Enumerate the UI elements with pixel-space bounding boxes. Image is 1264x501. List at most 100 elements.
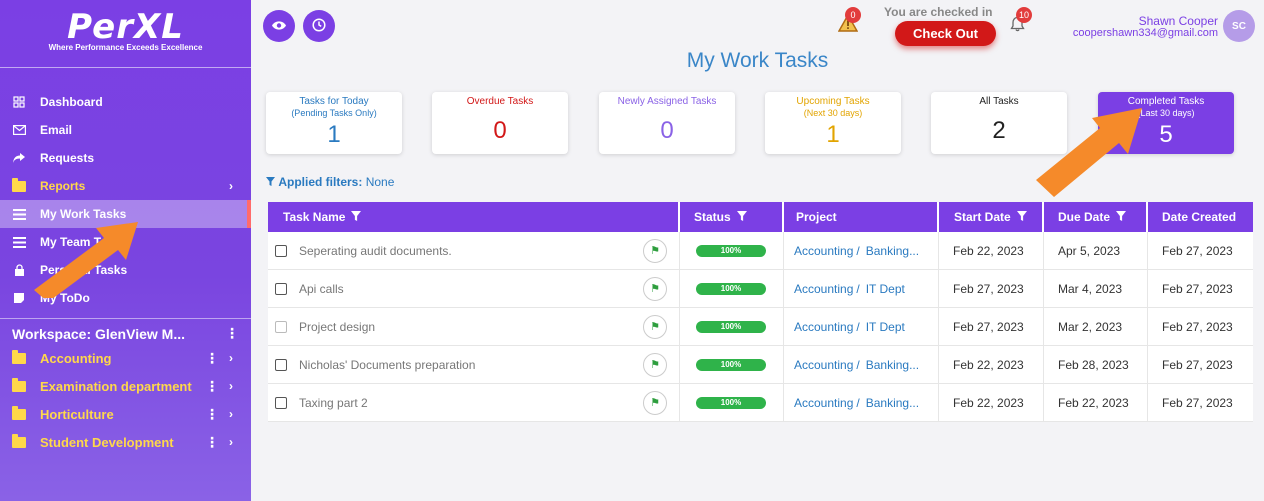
project-link[interactable]: IT Dept [865, 319, 905, 334]
warning-icon[interactable] [837, 13, 859, 37]
flag-icon[interactable]: ⚑ [643, 238, 667, 263]
kebab-icon[interactable]: ⋮ [225, 325, 239, 341]
logo[interactable]: PerXL Where Performance Exceeds Excellen… [0, 0, 251, 68]
card-tasks-for-today[interactable]: Tasks for Today (Pending Tasks Only) 1 [266, 92, 402, 154]
project-link[interactable]: Accounting [794, 243, 854, 258]
row-checkbox[interactable] [275, 244, 287, 257]
list-icon [12, 235, 26, 249]
project-cell[interactable]: Accounting / IT Dept [784, 308, 939, 345]
task-name-cell: Seperating audit documents. ⚑ [268, 232, 680, 269]
column-header-project[interactable]: Project [784, 202, 939, 232]
project-link[interactable]: Accounting [794, 281, 854, 296]
column-header-task-name[interactable]: Task Name [268, 202, 680, 232]
eye-button[interactable] [263, 10, 295, 42]
workspace-item-label: Horticulture [40, 406, 114, 422]
card-upcoming-tasks[interactable]: Upcoming Tasks (Next 30 days) 1 [765, 92, 901, 154]
kebab-icon[interactable]: ⋮ [205, 349, 219, 366]
filter-icon[interactable] [1016, 210, 1027, 224]
project-link[interactable]: Accounting [794, 357, 854, 372]
start-date-cell: Feb 22, 2023 [939, 346, 1044, 383]
task-name[interactable]: Seperating audit documents. [299, 243, 452, 258]
table-row[interactable]: Taxing part 2 ⚑ 100% Accounting / Banking.… [268, 384, 1253, 422]
status-cell: 100% [680, 232, 784, 269]
project-cell[interactable]: Accounting / Banking... [784, 232, 939, 269]
card-label: All Tasks [979, 96, 1019, 107]
task-name[interactable]: Api calls [299, 281, 344, 296]
card-all-tasks[interactable]: All Tasks 2 [931, 92, 1067, 154]
card-overdue-tasks[interactable]: Overdue Tasks 0 [432, 92, 568, 154]
kebab-icon[interactable]: ⋮ [205, 433, 219, 450]
card-sub: (Last 30 days) [1137, 108, 1195, 118]
filter-icon[interactable] [1116, 210, 1127, 224]
card-value: 0 [660, 117, 674, 144]
status-cell: 100% [680, 308, 784, 345]
task-name[interactable]: Nicholas' Documents preparation [299, 357, 476, 372]
project-link[interactable]: IT Dept [865, 281, 905, 296]
sidebar-item-my-work-tasks[interactable]: My Work Tasks [0, 200, 251, 228]
project-link[interactable]: Banking... [865, 243, 920, 258]
sidebar-item-requests[interactable]: Requests [0, 144, 251, 172]
task-name[interactable]: Project design [299, 319, 376, 334]
workspace-item-accounting[interactable]: Accounting ⋮ › [0, 344, 251, 372]
status-badge: 100% [696, 282, 766, 295]
applied-filters[interactable]: Applied filters: None [266, 175, 394, 189]
project-link[interactable]: Accounting [794, 395, 854, 410]
row-checkbox[interactable] [275, 282, 287, 295]
task-name[interactable]: Taxing part 2 [299, 395, 368, 410]
flag-icon[interactable]: ⚑ [643, 352, 667, 377]
user-name[interactable]: Shawn Cooper [1138, 14, 1218, 28]
flag-icon[interactable]: ⚑ [643, 314, 667, 339]
status-cell: 100% [680, 384, 784, 421]
sidebar-item-dashboard[interactable]: Dashboard [0, 88, 251, 116]
card-newly-assigned-tasks[interactable]: Newly Assigned Tasks 0 [599, 92, 735, 154]
column-header-status[interactable]: Status [680, 202, 784, 232]
filter-icon[interactable] [736, 210, 747, 224]
chevron-right-icon[interactable]: › [229, 179, 233, 193]
check-out-button[interactable]: Check Out [895, 21, 996, 46]
chevron-right-icon[interactable]: › [229, 351, 233, 365]
applied-filters-label: Applied filters: [278, 175, 363, 189]
flag-icon[interactable]: ⚑ [643, 390, 667, 415]
workspace-item-examination[interactable]: Examination department ⋮ › [0, 372, 251, 400]
workspace-item-student-development[interactable]: Student Development ⋮ › [0, 428, 251, 456]
column-header-start-date[interactable]: Start Date [939, 202, 1044, 232]
row-checkbox[interactable] [275, 358, 287, 371]
flag-icon[interactable]: ⚑ [643, 276, 667, 301]
kebab-icon[interactable]: ⋮ [205, 405, 219, 422]
avatar[interactable]: SC [1223, 10, 1255, 42]
kebab-icon[interactable]: ⋮ [205, 377, 219, 394]
notification-count-badge: 10 [1016, 7, 1033, 23]
start-date-cell: Feb 27, 2023 [939, 308, 1044, 345]
chevron-right-icon[interactable]: › [229, 407, 233, 421]
column-header-date-created[interactable]: Date Created [1162, 210, 1237, 224]
date-created-cell: Feb 27, 2023 [1162, 357, 1233, 372]
project-cell[interactable]: Accounting / Banking... [784, 346, 939, 383]
chevron-right-icon[interactable]: › [229, 435, 233, 449]
project-cell[interactable]: Accounting / Banking... [784, 384, 939, 421]
table-row[interactable]: Project design ⚑ 100% Accounting / IT Dept… [268, 308, 1253, 346]
column-header-due-date[interactable]: Due Date [1044, 202, 1148, 232]
project-cell[interactable]: Accounting / IT Dept [784, 270, 939, 307]
table-row[interactable]: Nicholas' Documents preparation ⚑ 100% A… [268, 346, 1253, 384]
project-link[interactable]: Banking... [865, 357, 920, 372]
project-link[interactable]: Banking... [865, 395, 920, 410]
card-value: 5 [1159, 121, 1173, 148]
sidebar-item-label: Requests [40, 151, 95, 165]
table-row[interactable]: Api calls ⚑ 100% Accounting / IT Dept Feb … [268, 270, 1253, 308]
start-date-cell: Feb 27, 2023 [939, 270, 1044, 307]
workspace-item-horticulture[interactable]: Horticulture ⋮ › [0, 400, 251, 428]
project-separator: / [856, 243, 860, 258]
sidebar-item-reports[interactable]: Reports › [0, 172, 251, 200]
chevron-right-icon[interactable]: › [229, 379, 233, 393]
project-separator: / [856, 395, 860, 410]
status-badge: 100% [696, 244, 766, 257]
project-link[interactable]: Accounting [794, 319, 854, 334]
row-checkbox[interactable] [275, 320, 287, 333]
row-checkbox[interactable] [275, 396, 287, 409]
table-row[interactable]: Seperating audit documents. ⚑ 100% Accou… [268, 232, 1253, 270]
sidebar-item-email[interactable]: Email [0, 116, 251, 144]
filter-icon[interactable] [351, 210, 362, 224]
due-date-cell: Feb 22, 2023 [1044, 384, 1148, 421]
clock-button[interactable] [303, 10, 335, 42]
workspace-header[interactable]: Workspace: GlenView M... ⋮ [0, 318, 251, 344]
